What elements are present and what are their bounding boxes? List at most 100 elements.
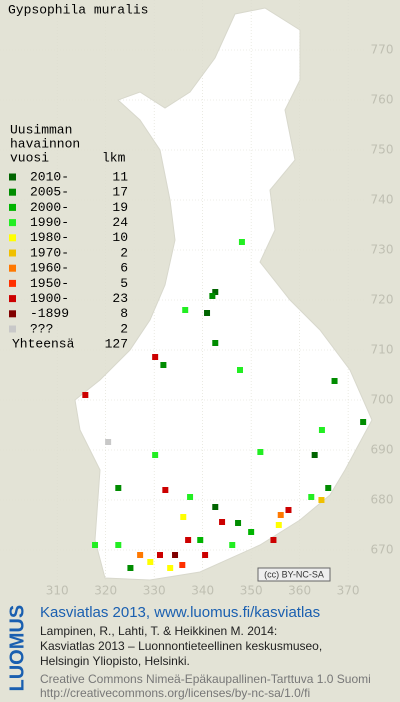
legend-swatch [9,295,16,303]
record-marker [152,452,159,458]
legend-count: 2 [120,321,128,336]
footer-line: Helsingin Yliopisto, Helsinki. [40,654,190,668]
legend-swatch [9,310,16,318]
legend-count: 10 [112,230,128,245]
record-marker [237,367,243,373]
record-marker [257,449,264,455]
legend-count: 23 [112,291,128,306]
record-marker [172,552,179,558]
record-marker [311,452,318,458]
legend-count: 17 [112,185,128,200]
legend-swatch [9,264,16,272]
license-badge-text: (cc) BY-NC-SA [264,569,324,579]
record-marker [212,340,219,346]
record-marker [105,439,112,445]
legend-count: 24 [112,215,128,230]
x-tick-label: 340 [191,584,214,598]
license-badge: (cc) BY-NC-SA [257,567,331,582]
x-tick-label: 360 [288,584,311,598]
finland-outline [74,7,373,581]
record-marker [325,485,332,491]
legend-count: 6 [120,261,128,276]
y-tick-label: 690 [371,443,394,457]
legend-count: 5 [120,276,128,291]
legend-heading: vuosi [10,150,49,165]
record-marker [115,485,122,491]
total-value: 127 [105,337,128,352]
legend-count: 11 [112,169,128,184]
record-marker [82,392,89,398]
legend-label: 1950- [30,276,69,291]
grid [0,0,365,582]
x-tick-label: 310 [46,584,69,598]
record-marker [248,529,255,535]
legend-swatch [9,219,16,227]
y-tick-label: 750 [371,143,394,157]
footer-line: http://creativecommons.org/licenses/by-n… [40,686,311,700]
x-tick-label: 370 [337,584,360,598]
record-marker [229,542,236,548]
map-title: Gypsophila muralis [8,2,148,17]
legend-swatch [9,203,16,211]
legend-count: 19 [112,200,128,215]
headline: Kasviatlas 2013, www.luomus.fi/kasviatla… [40,604,321,621]
y-tick-label: 720 [371,293,394,307]
record-marker [179,562,186,568]
legend-label: 1970- [30,245,69,260]
y-tick-label: 680 [371,493,394,507]
record-marker [318,427,325,433]
y-tick-label: 770 [371,43,394,57]
record-marker [277,512,284,518]
legend-label: 1900- [30,291,69,306]
legend-label: 1990- [30,215,69,230]
record-marker [157,552,163,558]
record-marker [202,552,209,558]
legend-label: ??? [30,321,53,336]
record-marker [285,507,292,513]
legend-label: 1960- [30,261,69,276]
x-tick-label: 330 [143,584,166,598]
legend-count-heading: lkm [102,150,126,165]
legend-label: 2010- [30,169,69,184]
record-marker [187,494,194,500]
brand: LUOMUS [6,604,29,692]
y-tick-label: 730 [371,243,394,257]
legend-swatch [9,234,16,242]
record-marker [235,520,242,526]
record-marker [137,552,144,558]
records [82,239,367,571]
record-marker [270,537,277,543]
record-marker [212,289,219,295]
legend-label: 2000- [30,200,69,215]
legend-count: 8 [120,306,128,321]
legend-label: 1980- [30,230,69,245]
record-marker [92,542,99,548]
x-tick-label: 350 [240,584,263,598]
record-marker [115,542,122,548]
record-marker [197,537,204,543]
record-marker [160,362,167,368]
record-marker [182,307,189,313]
y-tick-label: 700 [371,393,394,407]
legend-label: 2005- [30,185,69,200]
footer-line: Kasviatlas 2013 – Luonnontieteellinen ke… [40,639,323,653]
record-marker [331,378,338,384]
record-marker [275,522,282,528]
record-marker [318,497,325,503]
total-label: Yhteensä [12,337,75,352]
record-marker [152,354,159,360]
y-tick-label: 710 [371,343,394,357]
legend-swatch [9,325,16,333]
record-marker [204,310,211,316]
legend-swatch [9,279,16,287]
record-marker [185,537,192,543]
legend-label: -1899 [30,306,69,321]
map: Gypsophila muralis Uusimmanhavainnonvuos… [0,0,394,598]
record-marker [360,419,367,425]
legend-heading: havainnon [10,136,80,151]
record-marker [147,559,154,565]
record-marker [162,487,169,493]
y-tick-label: 670 [371,543,394,557]
y-tick-label: 760 [371,93,394,107]
